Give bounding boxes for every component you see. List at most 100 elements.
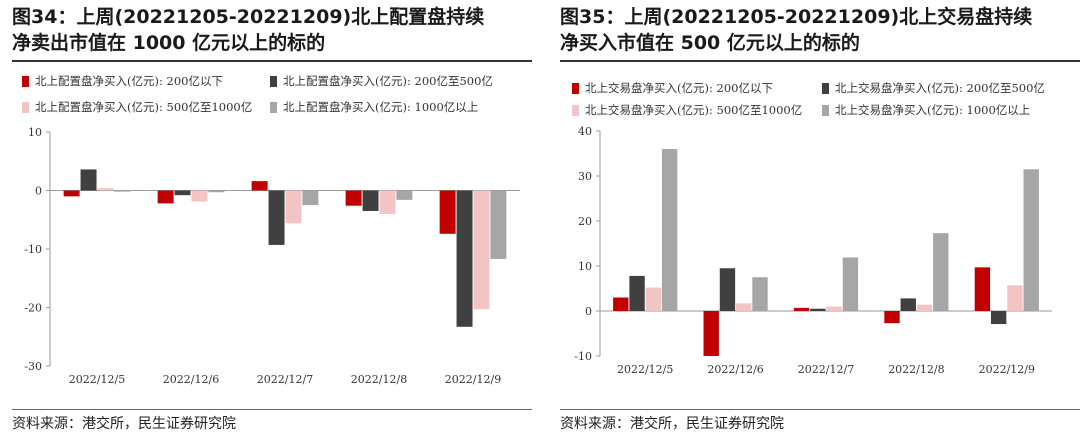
legend-item: 北上配置盘净买入(亿元): 200亿至500亿: [270, 73, 493, 89]
legend-label: 北上配置盘净买入(亿元): 1000亿以上: [283, 100, 479, 114]
title-divider: [12, 60, 532, 62]
y-tick-label: 10: [28, 126, 42, 139]
chart-title-line2: 净卖出市值在 1000 亿元以上的标的: [12, 32, 326, 54]
x-category-label: 2022/12/7: [257, 373, 313, 386]
source-note: 资料来源：港交所，民生证券研究院: [560, 416, 784, 432]
chart-title-line1: 图35：上周(20221205-20221209)北上交易盘持续: [560, 6, 1033, 28]
chart-panel-right: 图35：上周(20221205-20221209)北上交易盘持续 净买入市值在 …: [560, 0, 1080, 434]
y-tick-label: 0: [35, 185, 42, 198]
source-note: 资料来源：港交所，民生证券研究院: [12, 416, 236, 432]
x-category-label: 2022/12/8: [888, 363, 944, 376]
legend-item: 北上配置盘净买入(亿元): 200亿以下: [22, 73, 223, 89]
bar-3: [645, 287, 662, 311]
x-category-label: 2022/12/9: [445, 373, 501, 386]
y-tick-label: -10: [574, 350, 592, 363]
chart-panel-left: 图34：上周(20221205-20221209)北上配置盘持续 净卖出市值在 …: [12, 0, 532, 434]
chart-legend: 北上配置盘净买入(亿元): 200亿以下 北上配置盘净买入(亿元): 200亿至…: [12, 68, 532, 118]
bar-1: [345, 190, 362, 206]
y-tick-label: 10: [578, 260, 592, 273]
x-category-label: 2022/12/7: [798, 363, 854, 376]
y-tick-label: -20: [24, 302, 42, 315]
bar-chart-allocation: 10 0 -10 -20 -30 2022/12/5 2022/12/6 2022/12/7 2…: [24, 126, 520, 386]
source-divider: [560, 409, 1080, 410]
x-category-label: 2022/12/5: [69, 373, 125, 386]
x-category-label: 2022/12/6: [163, 373, 219, 386]
bar-4: [1023, 169, 1039, 311]
legend-swatch: [572, 82, 579, 94]
legend-item: 北上配置盘净买入(亿元): 1000亿以上: [270, 99, 478, 115]
chart-title-line1: 图34：上周(20221205-20221209)北上配置盘持续: [12, 6, 485, 28]
legend-swatch: [270, 101, 277, 113]
bar-3: [826, 306, 842, 311]
bar-1: [439, 190, 456, 234]
bar-2: [268, 190, 285, 245]
bar-1: [793, 307, 810, 311]
chart-title: 图35：上周(20221205-20221209)北上交易盘持续 净买入市值在 …: [560, 4, 1080, 56]
legend-label: 北上配置盘净买入(亿元): 500亿至1000亿: [35, 100, 253, 114]
x-category-label: 2022/12/9: [979, 363, 1035, 376]
bar-3: [473, 190, 490, 310]
bar-2: [629, 275, 645, 311]
legend-swatch: [572, 104, 579, 116]
bar-2: [174, 190, 191, 196]
y-tick-label: -30: [24, 360, 42, 373]
chart-title-line2: 净买入市值在 500 亿元以上的标的: [560, 32, 860, 54]
bar-4: [933, 233, 949, 311]
chart-legend: 北上交易盘净买入(亿元): 200亿以下 北上交易盘净买入(亿元): 200亿至…: [560, 80, 1080, 130]
legend-swatch: [270, 75, 277, 87]
bar-1: [157, 190, 174, 204]
legend-label: 北上交易盘净买入(亿元): 200亿至500亿: [835, 81, 1045, 95]
bar-3: [285, 190, 302, 224]
legend-label: 北上交易盘净买入(亿元): 500亿至1000亿: [585, 103, 803, 117]
bar-2: [810, 308, 826, 311]
legend-label: 北上交易盘净买入(亿元): 200亿以下: [585, 81, 773, 95]
bar-2: [456, 190, 473, 327]
bar-1: [703, 311, 719, 356]
bar-4: [114, 190, 131, 192]
bar-3: [1007, 285, 1023, 311]
legend-swatch: [822, 104, 829, 116]
bar-3: [191, 190, 208, 202]
y-tick-label: 30: [578, 170, 592, 183]
bar-2: [990, 311, 1007, 325]
legend-item: 北上交易盘净买入(亿元): 1000亿以上: [822, 102, 1030, 118]
legend-item: 北上配置盘净买入(亿元): 500亿至1000亿: [22, 99, 252, 115]
bar-4: [842, 257, 859, 311]
legend-swatch: [22, 101, 29, 113]
bar-4: [208, 190, 225, 193]
chart-title: 图34：上周(20221205-20221209)北上配置盘持续 净卖出市值在 …: [12, 4, 532, 56]
y-tick-label: 0: [585, 305, 592, 318]
bar-2: [900, 298, 916, 311]
bar-1: [63, 190, 80, 197]
source-divider: [12, 409, 532, 410]
legend-label: 北上交易盘净买入(亿元): 1000亿以上: [835, 103, 1031, 117]
bar-3: [736, 303, 752, 311]
legend-item: 北上交易盘净买入(亿元): 500亿至1000亿: [572, 102, 802, 118]
x-category-label: 2022/12/6: [707, 363, 763, 376]
legend-item: 北上交易盘净买入(亿元): 200亿以下: [572, 80, 773, 96]
bar-4: [752, 277, 768, 311]
bar-4: [396, 190, 413, 200]
bar-4: [302, 190, 319, 206]
bar-3: [916, 304, 933, 311]
bar-4: [661, 149, 678, 311]
bar-2: [80, 169, 97, 191]
bar-chart-trading: 40 30 20 10 0 -10 2022/12/5 2022/12/6 2022/12/7 2…: [574, 125, 1052, 376]
legend-label: 北上配置盘净买入(亿元): 200亿至500亿: [283, 74, 493, 88]
bar-2: [719, 268, 736, 311]
title-divider: [560, 60, 1080, 62]
bar-4: [490, 190, 507, 259]
bar-3: [379, 190, 396, 214]
legend-swatch: [822, 82, 829, 94]
x-category-label: 2022/12/8: [351, 373, 407, 386]
bar-3: [97, 188, 114, 191]
bar-2: [362, 190, 379, 211]
bar-1: [251, 181, 268, 191]
bar-1: [884, 311, 900, 324]
bar-1: [974, 267, 991, 311]
bar-1: [613, 297, 629, 311]
legend-swatch: [22, 75, 29, 87]
legend-label: 北上配置盘净买入(亿元): 200亿以下: [35, 74, 223, 88]
legend-item: 北上交易盘净买入(亿元): 200亿至500亿: [822, 80, 1045, 96]
y-tick-label: -10: [24, 243, 42, 256]
